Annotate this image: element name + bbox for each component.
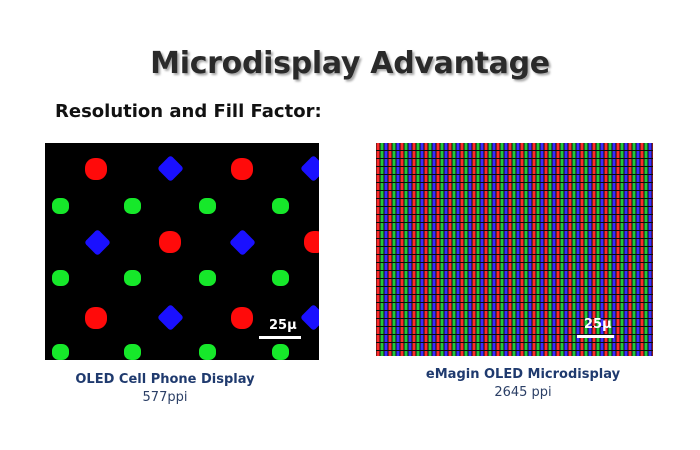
blue-subpixel — [229, 229, 256, 256]
blue-subpixel — [300, 155, 319, 182]
display-ppi: 2645 ppi — [494, 385, 552, 400]
display-ppi: 577ppi — [142, 390, 188, 405]
green-subpixel — [124, 344, 141, 360]
blue-subpixel — [84, 229, 111, 256]
blue-subpixel — [157, 155, 184, 182]
red-subpixel — [85, 158, 107, 180]
red-subpixel — [231, 158, 253, 180]
blue-subpixel — [157, 304, 184, 331]
red-subpixel — [304, 231, 319, 253]
microdisplay-caption: eMagin OLED Microdisplay 2645 ppi — [398, 366, 648, 402]
slide-subtitle: Resolution and Fill Factor: — [55, 101, 322, 122]
green-subpixel — [199, 270, 216, 286]
blue-subpixel — [300, 304, 319, 331]
display-name: OLED Cell Phone Display — [75, 372, 255, 387]
scale-bar — [577, 335, 614, 338]
cell-phone-display-caption: OLED Cell Phone Display 577ppi — [45, 371, 285, 407]
red-subpixel — [159, 231, 181, 253]
green-subpixel — [272, 344, 289, 360]
microdisplay-micrograph: 25µ — [376, 143, 653, 356]
display-name: eMagin OLED Microdisplay — [425, 367, 621, 382]
scale-bar-label: 25µ — [584, 317, 612, 332]
cell-phone-display-micrograph: 25µ — [45, 143, 319, 360]
green-subpixel — [52, 198, 69, 214]
slide-title: Microdisplay Advantage — [150, 46, 550, 81]
scale-bar-label: 25µ — [269, 318, 297, 333]
scale-bar — [259, 336, 301, 339]
green-subpixel — [52, 344, 69, 360]
red-subpixel — [85, 307, 107, 329]
green-subpixel — [52, 270, 69, 286]
subpixel-stripe-pattern — [376, 143, 653, 356]
green-subpixel — [124, 270, 141, 286]
red-subpixel — [231, 307, 253, 329]
green-subpixel — [199, 344, 216, 360]
green-subpixel — [272, 198, 289, 214]
green-subpixel — [272, 270, 289, 286]
green-subpixel — [124, 198, 141, 214]
green-subpixel — [199, 198, 216, 214]
